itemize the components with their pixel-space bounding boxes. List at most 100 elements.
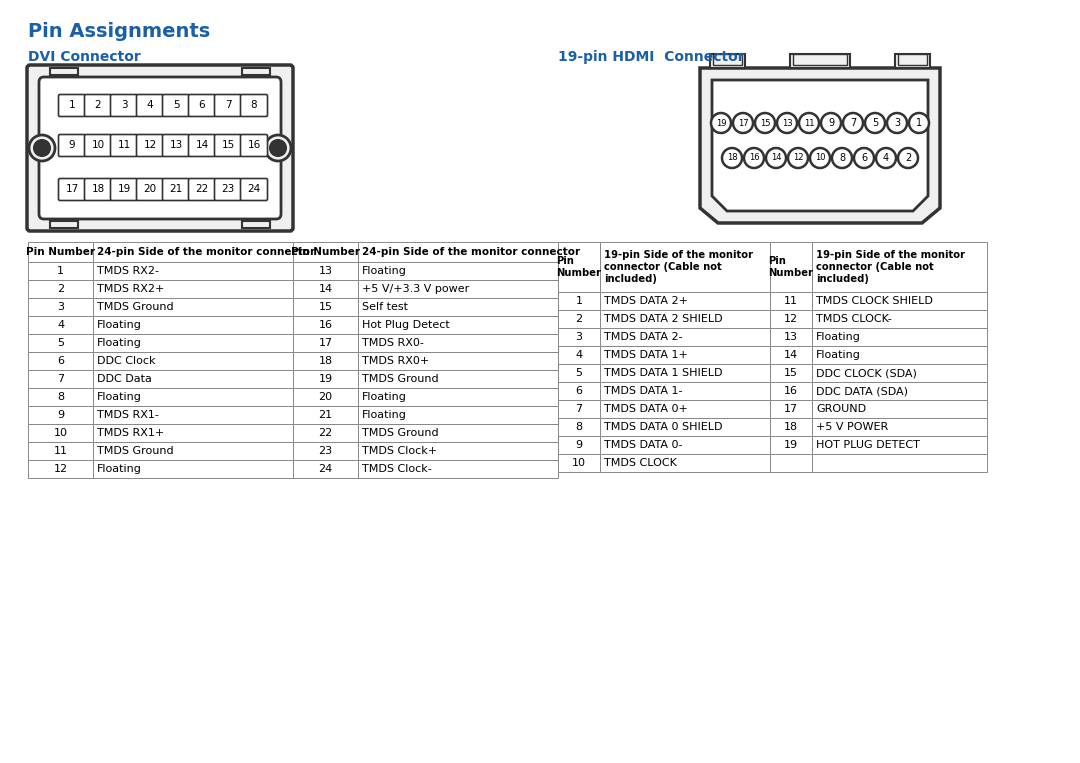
Bar <box>357 424 558 442</box>
Bar <box>93 334 293 352</box>
Bar <box>897 54 927 65</box>
Text: 7: 7 <box>576 404 582 414</box>
Bar <box>357 460 558 478</box>
Text: 15: 15 <box>319 302 333 312</box>
Bar <box>558 436 600 454</box>
Polygon shape <box>700 68 940 223</box>
FancyBboxPatch shape <box>215 134 242 156</box>
Text: 6: 6 <box>576 386 582 396</box>
Text: 6: 6 <box>199 101 205 111</box>
Text: DVI Connector: DVI Connector <box>28 50 140 64</box>
Text: 3: 3 <box>894 118 900 128</box>
Polygon shape <box>712 80 928 211</box>
Text: TMDS CLOCK SHIELD: TMDS CLOCK SHIELD <box>816 296 933 306</box>
Circle shape <box>788 148 808 168</box>
Circle shape <box>821 113 841 133</box>
Circle shape <box>711 113 731 133</box>
Text: 13: 13 <box>782 118 793 127</box>
Circle shape <box>270 140 286 156</box>
Text: 22: 22 <box>319 428 333 438</box>
Text: Pin
Number: Pin Number <box>556 256 602 278</box>
Bar <box>357 280 558 298</box>
Text: 12: 12 <box>144 140 157 150</box>
Text: 10: 10 <box>54 428 67 438</box>
Bar <box>293 460 357 478</box>
Text: 15: 15 <box>221 140 234 150</box>
Text: TMDS DATA 2 SHIELD: TMDS DATA 2 SHIELD <box>604 314 723 324</box>
Text: 24: 24 <box>319 464 333 474</box>
Text: 24-pin Side of the monitor connector: 24-pin Side of the monitor connector <box>362 247 580 257</box>
Text: Floating: Floating <box>97 338 141 348</box>
Bar <box>293 352 357 370</box>
Bar <box>293 280 357 298</box>
Circle shape <box>832 148 852 168</box>
Text: TMDS DATA 1-: TMDS DATA 1- <box>604 386 683 396</box>
Bar <box>770 400 812 418</box>
Text: TMDS RX2-: TMDS RX2- <box>97 266 159 276</box>
Circle shape <box>854 148 874 168</box>
Bar <box>895 54 930 68</box>
Text: 7: 7 <box>850 118 856 128</box>
Text: Pin Number: Pin Number <box>26 247 95 257</box>
Text: 8: 8 <box>251 101 257 111</box>
Bar <box>93 388 293 406</box>
Text: Floating: Floating <box>97 392 141 402</box>
Circle shape <box>876 148 896 168</box>
Bar <box>770 292 812 310</box>
Bar <box>558 454 600 472</box>
Text: 12: 12 <box>53 464 68 474</box>
Bar <box>558 328 600 346</box>
Text: TMDS RX0-: TMDS RX0- <box>362 338 423 348</box>
Bar <box>293 424 357 442</box>
Circle shape <box>909 113 929 133</box>
Bar <box>770 328 812 346</box>
Circle shape <box>744 148 764 168</box>
FancyBboxPatch shape <box>27 65 293 231</box>
Bar <box>50 221 78 228</box>
Text: 16: 16 <box>247 140 260 150</box>
Bar <box>812 328 987 346</box>
Bar <box>357 298 558 316</box>
Bar <box>558 418 600 436</box>
Text: 4: 4 <box>883 153 889 163</box>
Circle shape <box>887 113 907 133</box>
Bar <box>812 364 987 382</box>
Text: 8: 8 <box>576 422 582 432</box>
Text: HOT PLUG DETECT: HOT PLUG DETECT <box>816 440 920 450</box>
Text: 13: 13 <box>170 140 183 150</box>
Bar <box>770 346 812 364</box>
Text: Floating: Floating <box>362 266 407 276</box>
Text: TMDS DATA 1+: TMDS DATA 1+ <box>604 350 688 360</box>
Bar <box>357 334 558 352</box>
Bar <box>93 424 293 442</box>
Circle shape <box>29 135 55 161</box>
Text: 6: 6 <box>57 356 64 366</box>
Bar <box>28 406 93 424</box>
Text: 3: 3 <box>57 302 64 312</box>
FancyBboxPatch shape <box>215 179 242 201</box>
Bar <box>713 54 742 65</box>
FancyBboxPatch shape <box>39 77 281 219</box>
Circle shape <box>265 135 291 161</box>
Text: 2: 2 <box>905 153 912 163</box>
Bar <box>293 334 357 352</box>
Text: 19: 19 <box>319 374 333 384</box>
Text: 11: 11 <box>54 446 67 456</box>
FancyBboxPatch shape <box>110 134 137 156</box>
FancyBboxPatch shape <box>84 95 111 117</box>
Bar <box>357 406 558 424</box>
Text: 4: 4 <box>576 350 582 360</box>
Bar <box>600 242 770 292</box>
Bar <box>558 382 600 400</box>
Text: 14: 14 <box>195 140 208 150</box>
Bar <box>558 292 600 310</box>
Bar <box>293 242 357 262</box>
Text: 4: 4 <box>57 320 64 330</box>
Text: TMDS DATA 0+: TMDS DATA 0+ <box>604 404 688 414</box>
Bar <box>28 442 93 460</box>
Text: TMDS DATA 0-: TMDS DATA 0- <box>604 440 683 450</box>
Bar <box>770 454 812 472</box>
Text: DDC Clock: DDC Clock <box>97 356 156 366</box>
Bar <box>28 242 93 262</box>
Text: 10: 10 <box>814 153 825 163</box>
